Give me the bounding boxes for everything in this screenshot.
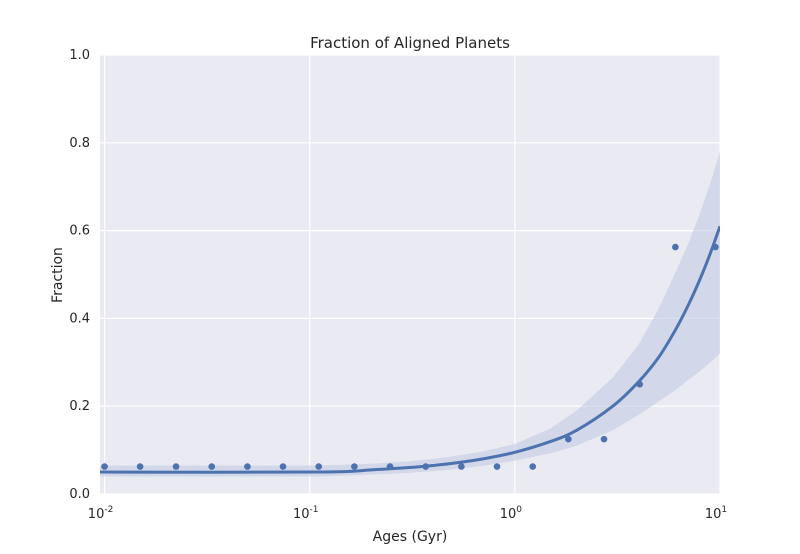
data-point <box>529 463 537 470</box>
fit-line <box>100 225 720 474</box>
x-tick-label: 10-1 <box>293 505 319 522</box>
data-point <box>101 463 108 470</box>
data-point <box>244 463 251 470</box>
x-tick-label: 10-2 <box>88 505 114 522</box>
data-point <box>172 463 180 470</box>
fit-line-layer <box>100 225 720 474</box>
data-point <box>636 380 644 388</box>
y-tick-label: 1.0 <box>69 48 90 63</box>
data-point <box>279 463 287 470</box>
chart-title: Fraction of Aligned Planets <box>310 34 510 52</box>
data-point <box>208 463 216 470</box>
data-point <box>315 463 322 470</box>
x-axis-label: Ages (Gyr) <box>373 529 448 545</box>
data-points-layer <box>101 243 719 470</box>
data-point <box>712 243 719 251</box>
data-point <box>351 463 358 470</box>
x-tick-label: 100 <box>500 505 523 522</box>
y-tick-label: 0.6 <box>69 224 90 239</box>
data-point <box>386 463 394 470</box>
y-tick-label: 0.0 <box>69 487 90 502</box>
data-point <box>458 463 465 470</box>
y-tick-labels: 0.0 0.2 0.4 0.6 0.8 1.0 <box>69 48 90 502</box>
x-tick-labels: 10-2 10-1 100 101 <box>88 505 727 522</box>
y-tick-label: 0.8 <box>69 136 90 151</box>
data-point <box>422 463 429 470</box>
y-tick-label: 0.2 <box>69 399 90 414</box>
y-axis-label: Fraction <box>50 247 66 303</box>
data-point <box>565 435 572 443</box>
data-point <box>493 463 501 470</box>
grid-lines <box>100 54 721 495</box>
data-point <box>672 243 679 251</box>
y-tick-label: 0.4 <box>69 311 90 326</box>
plot-area <box>100 55 720 494</box>
data-point <box>136 463 144 470</box>
data-point <box>600 435 608 443</box>
x-tick-label: 101 <box>705 505 727 522</box>
